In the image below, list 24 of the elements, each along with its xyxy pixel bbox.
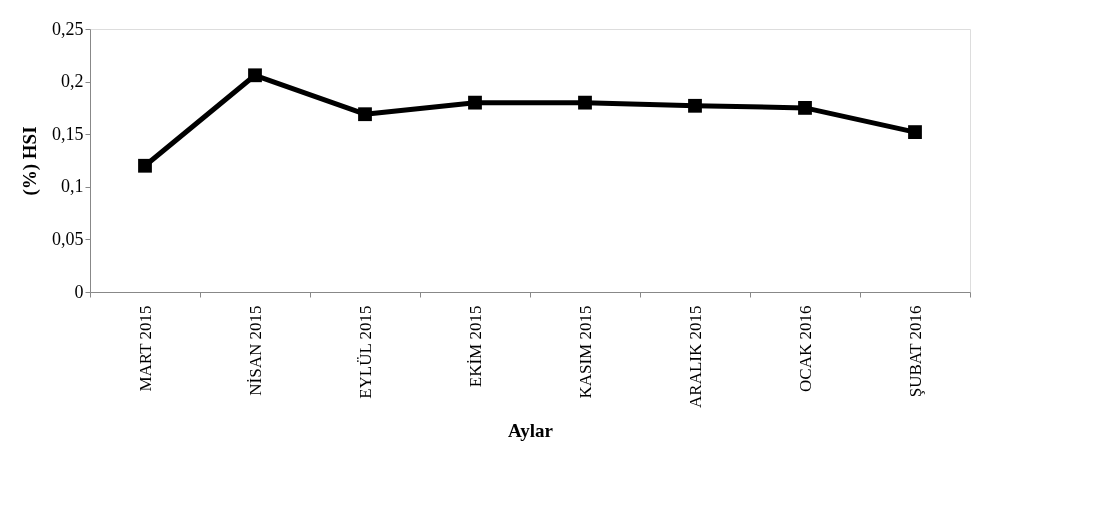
point [248,68,262,83]
x-axis-title: Aylar [507,419,554,441]
x-tick-label: OCAK 2016 [795,305,815,392]
y-tick-label: 0,05 [52,228,84,249]
x-tick-label: ARALIK 2015 [685,305,705,408]
point [688,98,702,113]
point [138,158,152,173]
y-tick-label: 0,2 [61,71,84,92]
x-tick-label: ŞUBAT 2016 [905,305,925,398]
y-axis-title: (%) HSI [19,126,41,196]
y-tick-label: 0 [74,281,84,302]
point [908,125,922,139]
point [468,95,482,110]
y-tick-label: 0,25 [52,18,84,39]
x-tick-label: MART 2015 [135,305,155,392]
y-tick-label: 0,15 [52,123,84,144]
x-tick-label: EKİM 2015 [465,305,485,388]
point [578,95,592,110]
x-tick-label: EYLÜL 2015 [355,305,375,399]
x-tick-label: NİSAN 2015 [245,305,265,396]
point [358,107,372,122]
point [798,101,812,115]
y-tick-label: 0,1 [61,176,84,197]
x-tick-label: KASIM 2015 [575,305,595,399]
